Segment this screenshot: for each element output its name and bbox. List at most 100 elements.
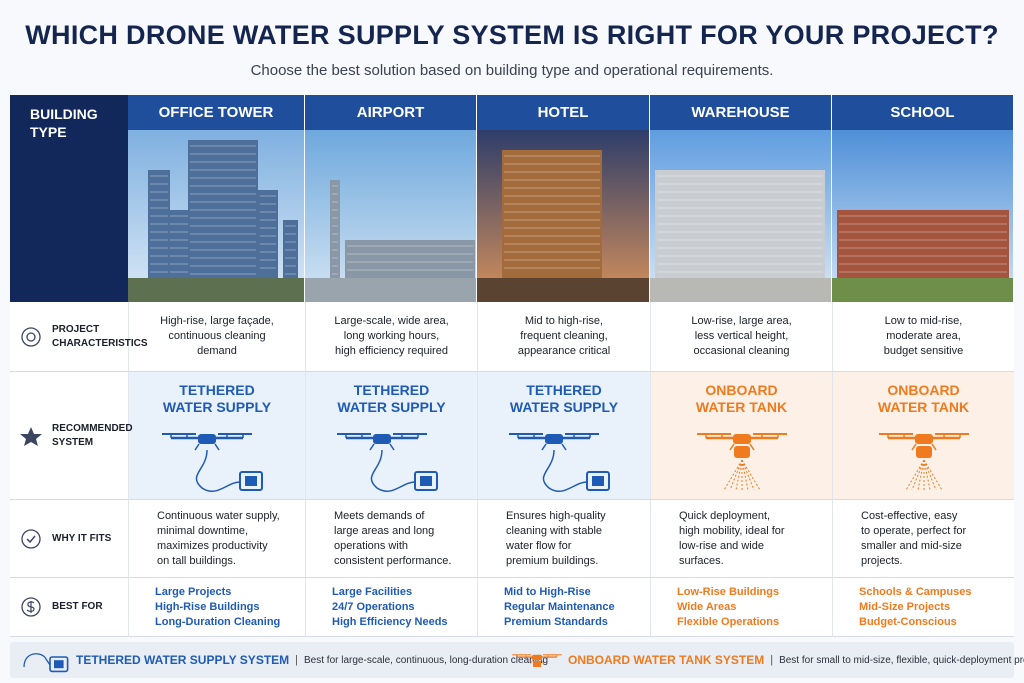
- column-title: SCHOOL: [890, 104, 955, 121]
- cell-text: High-rise, large façade,: [160, 315, 274, 327]
- cell-text: smaller and mid-size: [861, 539, 962, 552]
- legend-hose: [23, 653, 51, 668]
- water-tank: [49, 656, 69, 673]
- building-photo: [128, 130, 304, 302]
- water-tank: [586, 471, 610, 491]
- cell-text: operations with: [334, 539, 408, 552]
- drone-leg: [368, 443, 375, 451]
- ground: [305, 278, 476, 302]
- water-tank-core: [419, 476, 432, 486]
- cell-text: premium buildings.: [506, 554, 599, 567]
- best-for-item: Schools & Campuses: [859, 585, 972, 598]
- cell-text: Low to mid-rise,: [884, 315, 963, 327]
- table-cell: ONBOARD WATER TANK: [832, 372, 1014, 500]
- best-for-item: Low-Rise Buildings: [677, 585, 780, 598]
- cell-text: on tall buildings.: [157, 554, 236, 567]
- system-name: TETHERED: [179, 382, 255, 398]
- building: [837, 210, 1009, 280]
- drone-leg: [194, 443, 200, 451]
- column-title: OFFICE TOWER: [158, 104, 274, 121]
- table-cell: Low-rise, large area, less vertical heigh…: [650, 302, 832, 372]
- corner-label: BUILDING TYPE: [30, 106, 98, 140]
- system-name: ONBOARD: [705, 382, 778, 398]
- drone-leg: [541, 443, 547, 451]
- drone-icon: [336, 433, 438, 493]
- legend-tank: [533, 661, 541, 667]
- drone-body: [545, 434, 563, 444]
- onboard-tank: [915, 446, 932, 458]
- ground: [477, 278, 649, 302]
- drone-body: [372, 434, 391, 444]
- cell-text: continuous cleaning: [168, 330, 266, 342]
- best-for-item: Premium Standards: [504, 615, 608, 628]
- row-label: BEST FOR: [52, 601, 103, 612]
- column-header: SCHOOL: [832, 95, 1014, 130]
- table-cell: Ensures high-quality cleaning with stable…: [477, 500, 650, 578]
- water-tank-core: [592, 476, 604, 486]
- table-cell: Large-scale, wide area, long working hour…: [305, 302, 477, 372]
- column-title: HOTEL: [537, 104, 589, 121]
- cell-text: high efficiency required: [335, 345, 448, 357]
- drone-icon: [509, 433, 610, 493]
- cell-text: cleaning with stable: [506, 524, 603, 537]
- best-for-item: Large Projects: [155, 585, 232, 598]
- drone-leg: [388, 443, 395, 451]
- table-cell: TETHERED WATER SUPPLY: [477, 372, 650, 500]
- drone-icon: [696, 433, 787, 491]
- best-for-item: Mid to High-Rise: [504, 585, 591, 598]
- spray: [923, 459, 930, 491]
- spray: [917, 459, 924, 491]
- icon-dollar: [26, 601, 35, 613]
- drone-leg: [530, 660, 533, 664]
- subtitle: Choose the best solution based on buildi…: [250, 62, 774, 79]
- spray: [923, 459, 942, 491]
- row-icon: [21, 597, 41, 617]
- cell-text: Ensures high-quality: [506, 509, 606, 522]
- drone-icon: [878, 433, 969, 491]
- cell-text: Cost-effective, easy: [861, 509, 958, 522]
- spray: [741, 459, 754, 491]
- corner-cell: BUILDING TYPE: [10, 95, 128, 302]
- system-name: WATER TANK: [877, 399, 970, 415]
- row-label: PROJECT CHARACTERISTICS: [52, 323, 148, 349]
- legend-separator: |: [770, 654, 774, 666]
- building: [655, 170, 825, 280]
- drone-body: [532, 654, 542, 661]
- column-title: AIRPORT: [356, 104, 425, 121]
- spray: [723, 459, 742, 491]
- drone-body: [914, 434, 933, 444]
- cell-text: large areas and long: [334, 524, 435, 537]
- ground: [650, 278, 831, 302]
- best-for-item: Mid-Size Projects: [859, 600, 951, 613]
- row-label-cell: RECOMMENDED SYSTEM: [10, 372, 133, 500]
- best-for-item: High-Rise Buildings: [155, 600, 260, 613]
- icon-check: [26, 535, 36, 543]
- best-for-item: Long-Duration Cleaning: [155, 615, 281, 628]
- icon-ring: [21, 597, 41, 617]
- column-header: OFFICE TOWER: [128, 95, 305, 130]
- legend-icon: [512, 654, 562, 667]
- spray: [905, 459, 924, 491]
- drone-leg: [728, 443, 735, 451]
- drone-icon: [162, 433, 263, 493]
- drone-leg: [561, 443, 567, 451]
- building: [258, 190, 278, 280]
- spray: [923, 459, 936, 491]
- cell-text: Low-rise, large area,: [691, 315, 792, 327]
- water-tank: [413, 471, 438, 491]
- drone-leg: [930, 443, 937, 451]
- cell-text: moderate area,: [886, 330, 961, 342]
- ground: [832, 278, 1013, 302]
- hose: [195, 449, 241, 493]
- icon-dot: [26, 331, 36, 342]
- building: [188, 140, 258, 280]
- system-name: WATER SUPPLY: [162, 399, 272, 415]
- spray: [911, 459, 924, 491]
- table-cell: Quick deployment, high mobility, ideal fo…: [650, 500, 832, 578]
- table-cell: ONBOARD WATER TANK: [650, 372, 832, 500]
- best-for-item: Wide Areas: [677, 600, 737, 613]
- building-photo: [477, 130, 649, 302]
- table-cell: Low to mid-rise, moderate area, budget sen…: [832, 302, 1014, 372]
- building: [345, 240, 475, 280]
